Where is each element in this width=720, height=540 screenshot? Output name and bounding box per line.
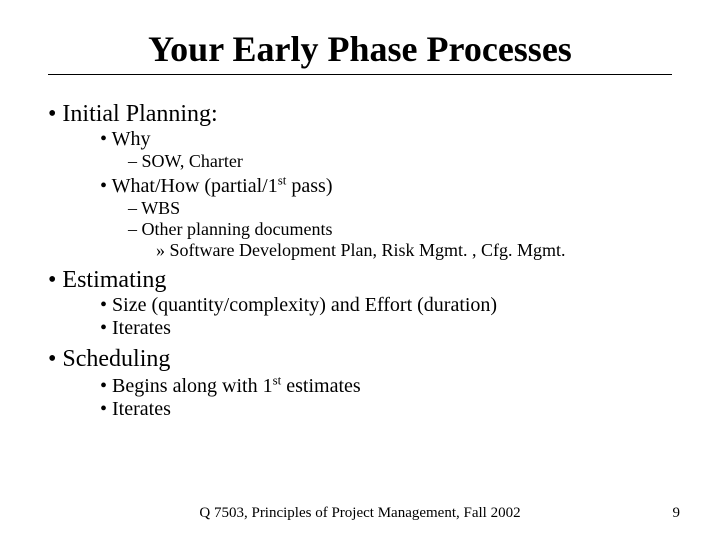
list-item: Initial Planning: Why SOW, Charter What/… <box>48 101 672 261</box>
list-item: Begins along with 1st estimates <box>100 373 672 399</box>
slide-title: Your Early Phase Processes <box>48 28 672 75</box>
bullet-list-level1: Initial Planning: Why SOW, Charter What/… <box>48 101 672 421</box>
list-item: Other planning documents Software Develo… <box>128 219 672 261</box>
slide: Your Early Phase Processes Initial Plann… <box>0 0 720 540</box>
page-number: 9 <box>673 505 681 522</box>
bullet-list-level3: WBS Other planning documents Software De… <box>100 198 672 261</box>
bullet-list-level2: Size (quantity/complexity) and Effort (d… <box>48 294 672 340</box>
bullet-text: What/How (partial/1st pass) <box>112 175 333 197</box>
list-item: What/How (partial/1st pass) WBS Other pl… <box>100 172 672 261</box>
bullet-text: Scheduling <box>62 346 170 372</box>
list-item: Why SOW, Charter <box>100 128 672 172</box>
bullet-text: Software Development Plan, Risk Mgmt. , … <box>170 240 566 260</box>
list-item: Software Development Plan, Risk Mgmt. , … <box>156 240 672 261</box>
bullet-list-level2: Why SOW, Charter What/How (partial/1st p… <box>48 128 672 261</box>
list-item: Iterates <box>100 398 672 421</box>
bullet-text: Iterates <box>112 398 171 420</box>
bullet-text: SOW, Charter <box>142 151 243 171</box>
list-item: Size (quantity/complexity) and Effort (d… <box>100 294 672 317</box>
bullet-list-level4: Software Development Plan, Risk Mgmt. , … <box>128 240 672 261</box>
list-item: Estimating Size (quantity/complexity) an… <box>48 267 672 340</box>
bullet-text: Estimating <box>62 267 166 293</box>
bullet-text: Begins along with 1st estimates <box>112 375 361 397</box>
bullet-list-level3: SOW, Charter <box>100 151 672 172</box>
list-item: Iterates <box>100 317 672 340</box>
bullet-text: Why <box>112 128 151 150</box>
bullet-text: Iterates <box>112 317 171 339</box>
list-item: SOW, Charter <box>128 151 672 172</box>
list-item: WBS <box>128 198 672 219</box>
bullet-text: Size (quantity/complexity) and Effort (d… <box>112 294 497 316</box>
slide-body: Initial Planning: Why SOW, Charter What/… <box>48 101 672 421</box>
slide-footer: Q 7503, Principles of Project Management… <box>0 505 720 522</box>
bullet-text: Other planning documents <box>142 219 333 239</box>
bullet-text: Initial Planning: <box>62 101 217 127</box>
bullet-list-level2: Begins along with 1st estimates Iterates <box>48 373 672 422</box>
list-item: Scheduling Begins along with 1st estimat… <box>48 346 672 422</box>
bullet-text: WBS <box>141 198 180 218</box>
